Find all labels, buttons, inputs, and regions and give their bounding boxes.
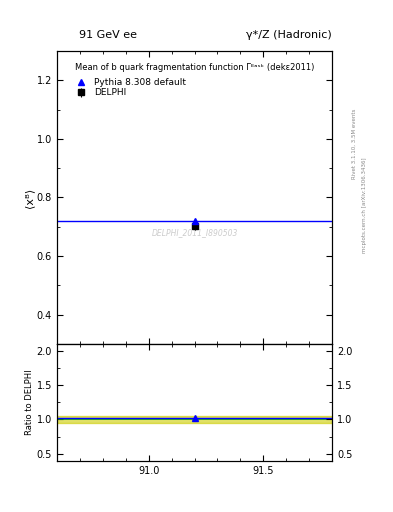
Y-axis label: Ratio to DELPHI: Ratio to DELPHI — [25, 370, 34, 435]
Bar — [57, 416, 332, 423]
Text: Rivet 3.1.10, 3.5M events: Rivet 3.1.10, 3.5M events — [352, 108, 357, 179]
Text: γ*/Z (Hadronic): γ*/Z (Hadronic) — [246, 30, 332, 40]
Text: Mean of b quark fragmentation function Γᴱᵃˢᵏ (dekε2011): Mean of b quark fragmentation function Γ… — [75, 63, 314, 72]
Text: 91 GeV ee: 91 GeV ee — [79, 30, 137, 40]
Legend: Pythia 8.308 default, DELPHI: Pythia 8.308 default, DELPHI — [70, 76, 188, 99]
Text: mcplots.cern.ch [arXiv:1306.3436]: mcplots.cern.ch [arXiv:1306.3436] — [362, 157, 367, 252]
Y-axis label: ⟨xᴮ⟩: ⟨xᴮ⟩ — [24, 187, 34, 207]
Text: DELPHI_2011_I890503: DELPHI_2011_I890503 — [151, 228, 238, 237]
